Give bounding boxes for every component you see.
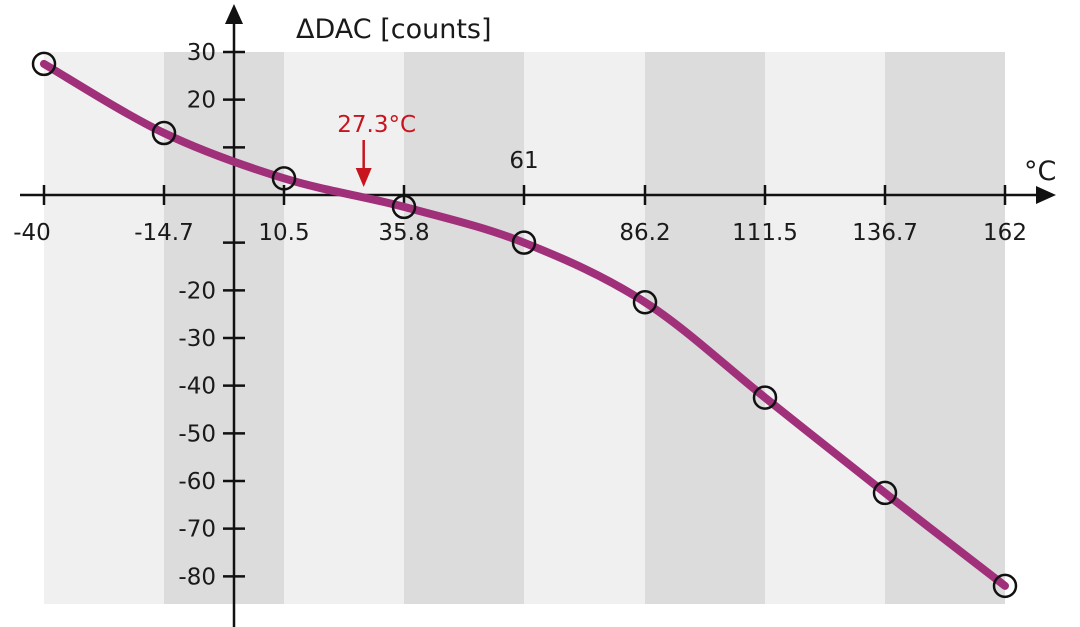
y-tick-label: 20 (187, 88, 216, 114)
y-tick-label: 30 (187, 40, 216, 66)
x-tick-label: 162 (983, 220, 1027, 246)
x-axis-title: °C (1024, 156, 1056, 187)
x-tick-label: 111.5 (732, 220, 798, 246)
x-tick-label: -14.7 (134, 220, 194, 246)
annotation-label: 27.3°C (337, 112, 416, 138)
y-tick-label: -20 (178, 278, 216, 304)
x-tick-label: 61 (509, 148, 538, 174)
x-tick-label: 86.2 (619, 220, 670, 246)
data-point (31, 51, 57, 77)
ticks: -40 -14.7 10.5 35.8 61 86.2 111.5 136.7 162 30 20 -… (13, 40, 1027, 590)
data-point (632, 290, 658, 315)
annotation-group: 27.3°C (337, 112, 416, 187)
y-tick-label: -70 (178, 517, 216, 543)
data-point (752, 385, 778, 410)
x-axis-arrow (1036, 186, 1056, 204)
band-3 (404, 52, 524, 604)
band-7 (885, 52, 1005, 604)
y-tick-label: -80 (178, 564, 216, 590)
band-5 (645, 52, 765, 604)
data-point (992, 573, 1018, 599)
y-axis-arrow (225, 4, 243, 24)
data-point (872, 480, 898, 506)
y-axis-title: ΔDAC [counts] (296, 14, 492, 45)
x-tick-label: -40 (13, 220, 51, 246)
y-tick-label: -50 (178, 421, 216, 447)
x-tick-label: 35.8 (378, 220, 429, 246)
data-point (271, 166, 297, 191)
band-2 (284, 52, 404, 604)
y-tick-label: -30 (178, 326, 216, 352)
axes (20, 4, 1056, 627)
data-point (511, 230, 537, 255)
y-tick-label: -40 (178, 374, 216, 400)
band-4 (524, 52, 645, 604)
data-point (391, 194, 417, 220)
y-tick-label: -60 (178, 469, 216, 495)
band-6 (765, 52, 885, 604)
data-point (151, 120, 177, 146)
x-tick-label: 136.7 (852, 220, 918, 246)
band-0 (44, 52, 164, 604)
annotation-arrow-head (355, 168, 372, 187)
data-series (31, 51, 1018, 599)
series-line-0 (40, 59, 1009, 590)
x-tick-label: 10.5 (258, 220, 309, 246)
